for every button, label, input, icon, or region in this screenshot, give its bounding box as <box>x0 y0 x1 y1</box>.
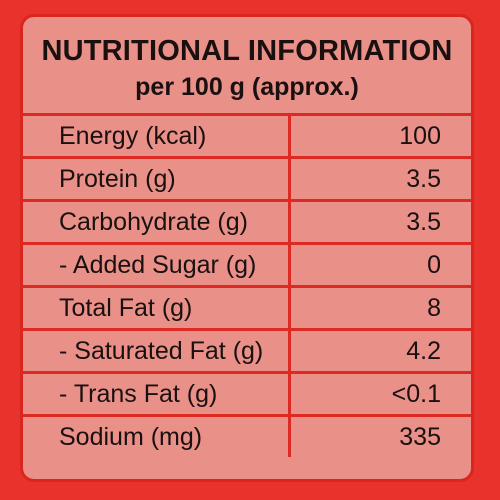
table-row: - Trans Fat (g) <0.1 <box>23 371 471 416</box>
nutrient-value: 3.5 <box>288 156 471 201</box>
table-row: Sodium (mg) 335 <box>23 414 471 457</box>
nutrient-value: 100 <box>288 113 471 158</box>
nutrition-table: Energy (kcal) 100 Protein (g) 3.5 Carbohydra… <box>23 113 471 457</box>
nutrient-value: 3.5 <box>288 199 471 244</box>
nutrition-panel: NUTRITIONAL INFORMATION per 100 g (appro… <box>20 14 474 482</box>
nutrient-name: Protein (g) <box>23 156 290 201</box>
table-row: - Saturated Fat (g) 4.2 <box>23 328 471 373</box>
nutrient-name: Energy (kcal) <box>23 113 290 158</box>
nutrient-name: - Saturated Fat (g) <box>23 328 290 373</box>
table-row: Energy (kcal) 100 <box>23 113 471 158</box>
nutrient-value: 8 <box>288 285 471 330</box>
nutrient-name: Carbohydrate (g) <box>23 199 290 244</box>
table-row: - Added Sugar (g) 0 <box>23 242 471 287</box>
nutrient-value: 4.2 <box>288 328 471 373</box>
nutrient-value: 0 <box>288 242 471 287</box>
table-row: Total Fat (g) 8 <box>23 285 471 330</box>
subtitle: per 100 g (approx.) <box>135 73 359 101</box>
table-row: Protein (g) 3.5 <box>23 156 471 201</box>
title: NUTRITIONAL INFORMATION <box>41 35 453 67</box>
nutrient-name: - Added Sugar (g) <box>23 242 290 287</box>
table-row: Carbohydrate (g) 3.5 <box>23 199 471 244</box>
nutrient-value: 335 <box>288 414 471 457</box>
nutrient-value: <0.1 <box>288 371 471 416</box>
nutrient-name: Sodium (mg) <box>23 414 290 457</box>
nutrient-name: - Trans Fat (g) <box>23 371 290 416</box>
nutrient-name: Total Fat (g) <box>23 285 290 330</box>
